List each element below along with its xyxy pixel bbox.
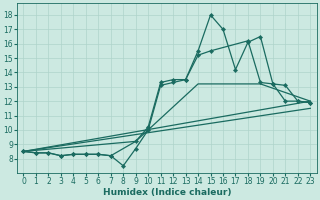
X-axis label: Humidex (Indice chaleur): Humidex (Indice chaleur) [103, 188, 231, 197]
